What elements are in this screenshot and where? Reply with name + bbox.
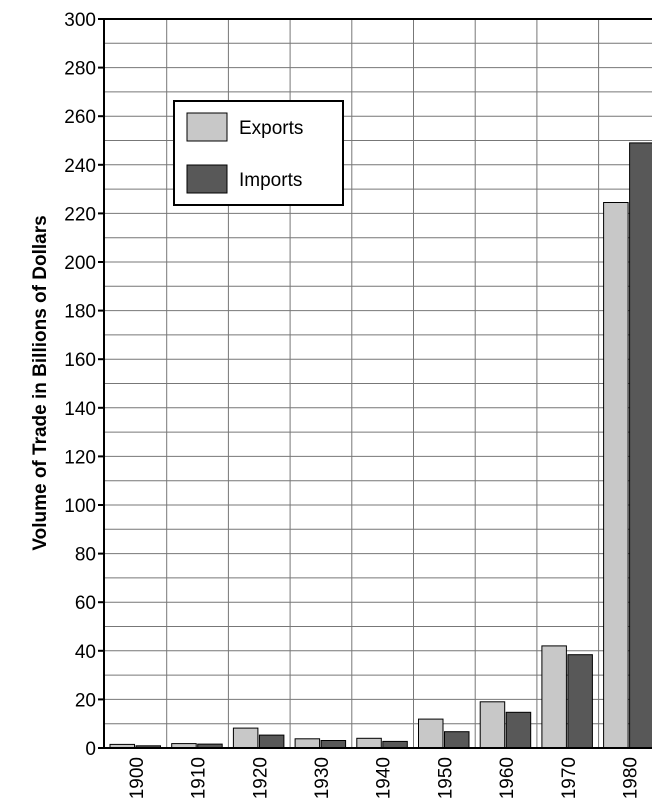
bar-imports-1970 xyxy=(567,654,593,749)
bar-exports-1960 xyxy=(479,701,506,749)
y-tick-label: 140 xyxy=(64,399,96,420)
y-tick-label: 0 xyxy=(85,739,96,760)
y-tick-label: 60 xyxy=(75,593,96,614)
y-tick-label: 80 xyxy=(75,545,96,566)
y-tick-label: 280 xyxy=(64,59,96,80)
x-tick-label: 1940 xyxy=(374,757,395,799)
bar-exports-1930 xyxy=(294,738,321,749)
x-tick-label: 1900 xyxy=(127,757,148,799)
bar-imports-1980 xyxy=(629,142,652,749)
y-axis-label: Volume of Trade in Billions of Dollars xyxy=(30,215,51,550)
y-tick-label: 180 xyxy=(64,302,96,323)
x-tick-label: 1960 xyxy=(497,757,518,799)
y-tick-label: 20 xyxy=(75,690,96,711)
bar-imports-1920 xyxy=(258,734,285,749)
bar-exports-1970 xyxy=(541,645,567,749)
y-tick-label: 160 xyxy=(64,350,96,371)
bar-exports-1940 xyxy=(356,737,382,749)
y-tick-label: 100 xyxy=(64,496,96,517)
legend-swatch-exports xyxy=(186,112,228,142)
grid xyxy=(104,19,652,748)
legend: Exports Imports xyxy=(173,100,344,206)
x-tick-label: 1920 xyxy=(250,757,271,799)
y-tick-label: 120 xyxy=(64,447,96,468)
x-tick-label: 1970 xyxy=(559,757,580,799)
x-tick-label: 1950 xyxy=(435,757,456,799)
y-tick-label: 220 xyxy=(64,204,96,225)
x-tick-label: 1930 xyxy=(312,757,333,799)
bar-exports-1950 xyxy=(418,718,444,749)
bars xyxy=(109,142,652,749)
x-tick-label: 1910 xyxy=(189,757,210,799)
axes xyxy=(103,18,652,749)
legend-label-exports: Exports xyxy=(239,118,303,139)
y-tick-label: 200 xyxy=(64,253,96,274)
bar-imports-1960 xyxy=(505,711,532,749)
bar-exports-1920 xyxy=(232,727,259,749)
y-tick-label: 260 xyxy=(64,107,96,128)
bar-imports-1930 xyxy=(320,740,347,749)
bar-exports-1980 xyxy=(603,202,629,749)
y-tick-label: 40 xyxy=(75,642,96,663)
bar-imports-1950 xyxy=(444,731,470,749)
legend-label-imports: Imports xyxy=(239,170,302,191)
y-tick-label: 300 xyxy=(64,10,96,31)
x-tick-label: 1980 xyxy=(621,757,642,799)
legend-swatch-imports xyxy=(186,164,228,194)
y-tick-label: 240 xyxy=(64,156,96,177)
tick-labels: 1900 1910 1920 1930 1940 1950 1960 1970 1980 0 20 4… xyxy=(64,10,641,799)
